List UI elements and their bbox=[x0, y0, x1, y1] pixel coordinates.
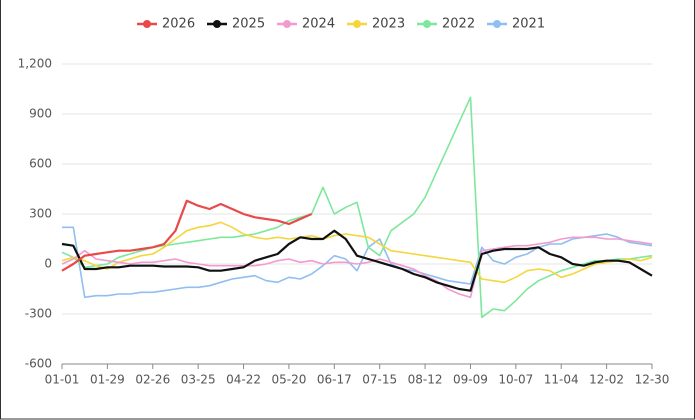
x-tick-label: 02-26 bbox=[135, 373, 170, 387]
series-line bbox=[61, 236, 653, 299]
y-tick-label: 600 bbox=[29, 157, 52, 171]
series-line bbox=[61, 199, 313, 272]
x-tick-label: 12-30 bbox=[635, 373, 670, 387]
y-tick-label: 900 bbox=[29, 107, 52, 121]
y-tick-label: 0 bbox=[44, 257, 52, 271]
y-tick-label: 300 bbox=[29, 207, 52, 221]
y-tick-label: -600 bbox=[25, 357, 52, 371]
series-line bbox=[61, 96, 653, 319]
y-tick-label: -300 bbox=[25, 307, 52, 321]
legend-marker bbox=[143, 20, 151, 28]
legend-marker bbox=[423, 20, 431, 28]
legend-text: 2022 bbox=[442, 17, 475, 32]
legend-text: 2026 bbox=[162, 17, 195, 32]
x-tick-label: 09-09 bbox=[453, 373, 488, 387]
x-tick-label: 08-12 bbox=[408, 373, 443, 387]
x-tick-label: 11-04 bbox=[544, 373, 579, 387]
legend-text: 2024 bbox=[302, 17, 335, 32]
x-tick-label: 03-25 bbox=[181, 373, 216, 387]
x-tick-label: 07-15 bbox=[362, 373, 397, 387]
x-tick-label: 12-02 bbox=[589, 373, 624, 387]
x-tick-label: 01-01 bbox=[45, 373, 80, 387]
x-tick-label: 05-20 bbox=[271, 373, 306, 387]
legend-marker bbox=[493, 20, 501, 28]
series-line bbox=[61, 229, 653, 292]
legend-text: 2025 bbox=[232, 17, 265, 32]
x-tick-label: 06-17 bbox=[317, 373, 352, 387]
legend-text: 2023 bbox=[372, 17, 405, 32]
legend-marker bbox=[353, 20, 361, 28]
legend-marker bbox=[283, 20, 291, 28]
legend-marker bbox=[213, 20, 221, 28]
x-tick-label: 04-22 bbox=[226, 373, 261, 387]
x-tick-label: 10-07 bbox=[498, 373, 533, 387]
y-tick-label: 1,200 bbox=[18, 57, 52, 71]
legend-text: 2021 bbox=[512, 17, 545, 32]
series-line bbox=[61, 221, 653, 284]
series-line bbox=[62, 226, 653, 299]
x-tick-label: 01-29 bbox=[90, 373, 125, 387]
